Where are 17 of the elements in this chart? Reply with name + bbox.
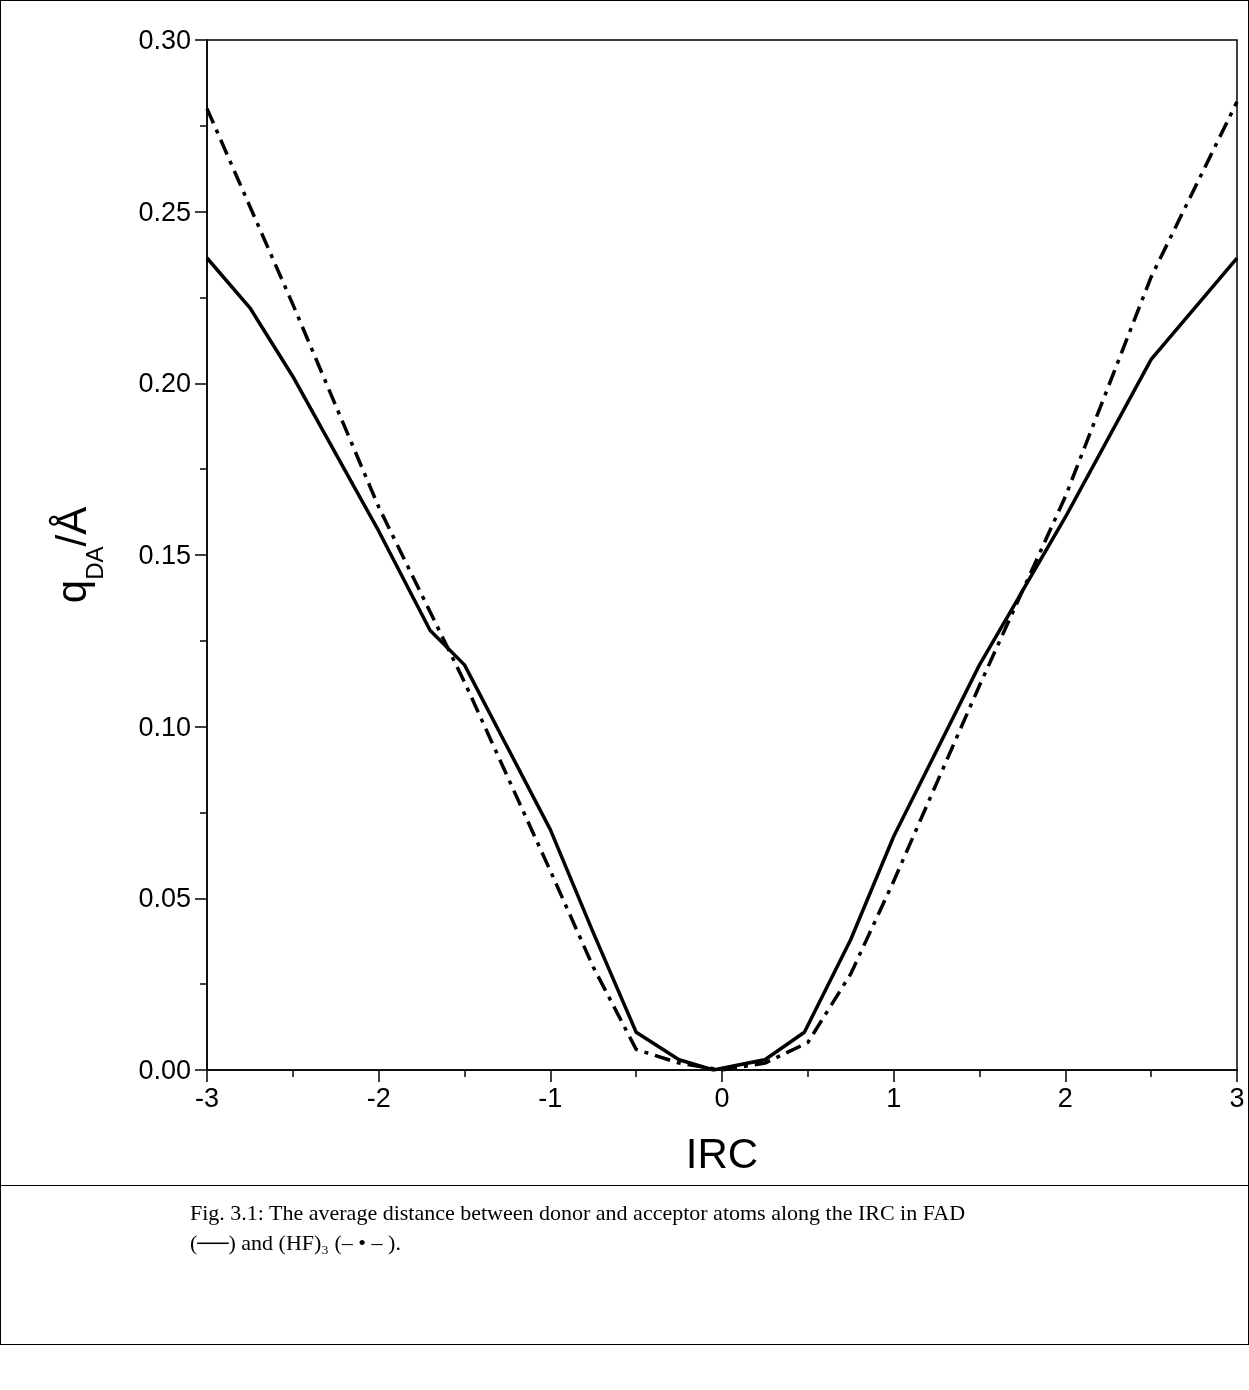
x-tick-label: -1 [538,1082,563,1113]
y-tick-label: 0.10 [138,711,191,742]
y-tick-label: 0.05 [138,883,191,914]
y-tick-label: 0.20 [138,368,191,399]
x-tick-label: 2 [1057,1082,1073,1113]
x-tick-label: -2 [366,1082,391,1113]
y-tick-label: 0.30 [138,25,191,55]
x-axis-title: IRC [685,1129,759,1177]
y-tick-label: 0.00 [138,1055,191,1085]
x-tick-label: 0 [714,1082,730,1113]
y-tick-label: 0.15 [138,540,191,570]
x-tick-label: 1 [886,1082,902,1113]
x-tick-label: 3 [1229,1082,1245,1113]
caption: Fig. 3.1: The average distance between donor and acceptor atoms along the IRC in FAD (──) and (HF)₃ (– • – ). [190,1199,967,1257]
y-tick-label: 0.25 [138,196,191,227]
x-tick-label: -3 [194,1082,220,1113]
y-axis-title: qDA/Å [47,506,108,604]
